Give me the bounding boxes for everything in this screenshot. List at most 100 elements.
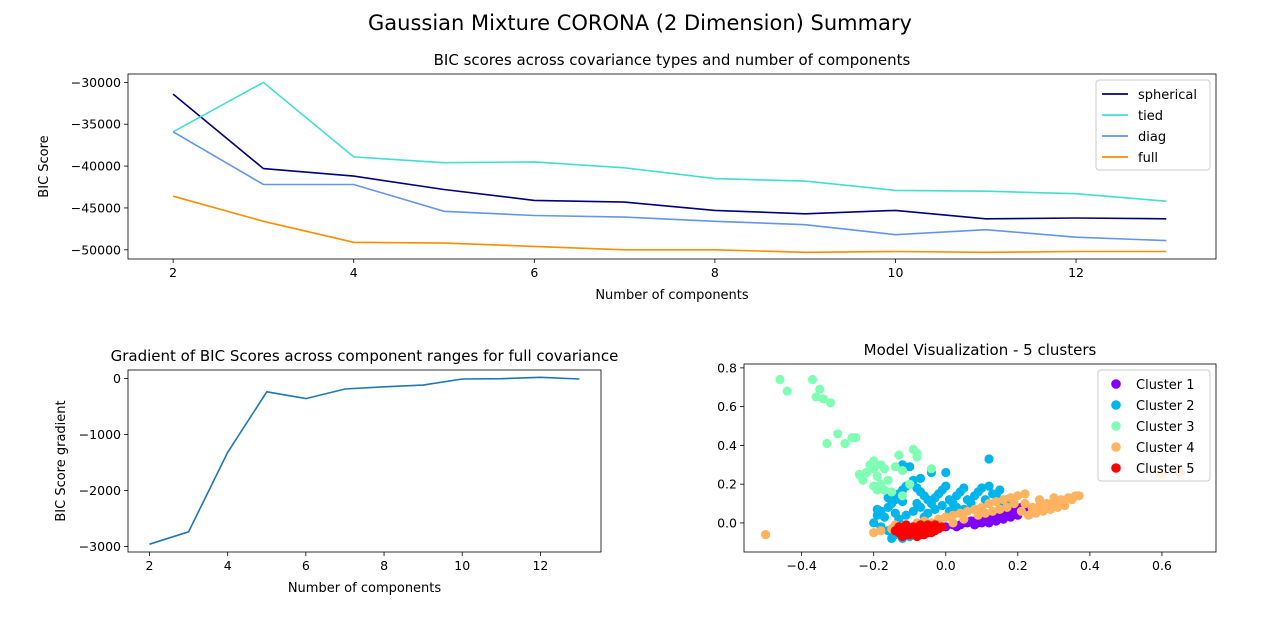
y-tick-label: −35000 [71, 117, 121, 132]
scatter-point [984, 498, 994, 509]
scatter-point [890, 462, 900, 472]
scatter-point [876, 526, 886, 536]
scatter-point [970, 520, 980, 530]
scatter-point [988, 506, 998, 516]
scatter-point [930, 520, 940, 530]
y-tick-label: −30000 [71, 75, 121, 90]
scatter-point [894, 522, 904, 532]
scatter-point [908, 506, 918, 516]
y-tick-label: 0.4 [717, 438, 737, 453]
scatter-point [1016, 506, 1026, 516]
x-tick-label: −0.4 [786, 558, 816, 573]
scatter-point [761, 530, 771, 540]
x-tick-label: 10 [888, 265, 904, 280]
x-tick-label: 8 [711, 265, 719, 280]
legend-label: Cluster 5 [1136, 462, 1195, 477]
scatter-point [998, 495, 1009, 505]
scatter-point [1024, 510, 1034, 520]
x-axis-label: Number of components [595, 288, 749, 303]
scatter-point [977, 518, 987, 528]
x-tick-label: 8 [380, 558, 388, 573]
series-line-diag [172, 131, 1167, 242]
scatter-point [858, 475, 868, 485]
legend-label: Cluster 2 [1136, 399, 1195, 414]
scatter-point [930, 504, 940, 514]
x-tick-label: 6 [302, 558, 310, 573]
x-tick-label: 6 [530, 265, 538, 280]
scatter-point [869, 464, 879, 474]
scatter-point [879, 512, 890, 522]
y-tick-label: −1000 [79, 427, 121, 442]
y-tick-label: −50000 [71, 242, 121, 257]
scatter-point [897, 466, 908, 476]
y-tick-label: −40000 [71, 159, 121, 174]
scatter-point [1060, 500, 1070, 511]
legend-swatch [1111, 421, 1121, 431]
scatter-point [912, 531, 922, 542]
legend-label: diag [1138, 130, 1166, 145]
plot-frame [127, 73, 1217, 260]
scatter-point [1020, 489, 1030, 499]
scatter-point [919, 530, 929, 540]
scatter-point [833, 429, 843, 439]
scatter-point [897, 491, 908, 501]
scatter-point [901, 510, 911, 520]
scatter-point [995, 485, 1005, 495]
scatter-point [905, 479, 915, 489]
y-tick-label: 0.0 [717, 515, 737, 530]
x-tick-label: 2 [146, 558, 154, 573]
x-tick-label: −0.2 [859, 558, 889, 573]
series-cluster-3 [775, 374, 937, 501]
scatter-point [915, 520, 926, 530]
legend-box [1097, 369, 1211, 482]
scatter-point [782, 386, 792, 396]
scatter-point [851, 433, 861, 443]
legend-label: full [1138, 151, 1158, 166]
x-tick-label: 0.2 [1008, 558, 1028, 573]
legend-swatch [1111, 400, 1121, 410]
x-tick-label: 4 [224, 558, 232, 573]
scatter-point [1045, 504, 1055, 514]
scatter-point [962, 506, 973, 516]
scatter-point [883, 475, 893, 485]
scatter-point [941, 467, 951, 478]
scatter-point [948, 510, 958, 520]
scatter-point [879, 485, 890, 495]
scatter-point [1052, 502, 1063, 512]
scatter-point [869, 528, 879, 538]
scatter-point [941, 512, 951, 522]
scatter-point [887, 487, 897, 497]
scatter-point [890, 508, 900, 518]
scatter-point [984, 481, 994, 491]
plot-frame [127, 369, 602, 553]
scatter-point [1074, 491, 1084, 501]
scatter-point [818, 394, 828, 404]
series-line-full [172, 195, 1167, 254]
bic-scores-plot: BIC scores across covariance types and n… [37, 51, 1217, 303]
scatter-point [887, 533, 897, 544]
y-axis-label: BIC Score gradient [54, 400, 69, 521]
scatter-point [1002, 502, 1012, 512]
plot-title: Model Visualization - 5 clusters [864, 341, 1097, 359]
y-tick-label: −2000 [79, 483, 121, 498]
scatter-point [915, 473, 926, 483]
plot-title: Gradient of BIC Scores across component … [111, 347, 619, 365]
scatter-point [879, 464, 890, 474]
x-tick-label: 0.6 [1152, 558, 1172, 573]
scatter-point [912, 498, 922, 509]
scatter-point [923, 520, 933, 530]
scatter-point [811, 392, 821, 402]
x-tick-label: 12 [1068, 265, 1084, 280]
scatter-point [959, 483, 969, 493]
scatter-point [1013, 491, 1023, 501]
legend-label: spherical [1138, 88, 1197, 103]
scatter-point [937, 500, 947, 511]
legend-swatch [1111, 463, 1121, 473]
scatter-point [998, 514, 1009, 524]
scatter-point [908, 522, 918, 532]
scatter-point [869, 518, 879, 528]
scatter-point [1038, 506, 1048, 516]
scatter-point [807, 374, 818, 385]
